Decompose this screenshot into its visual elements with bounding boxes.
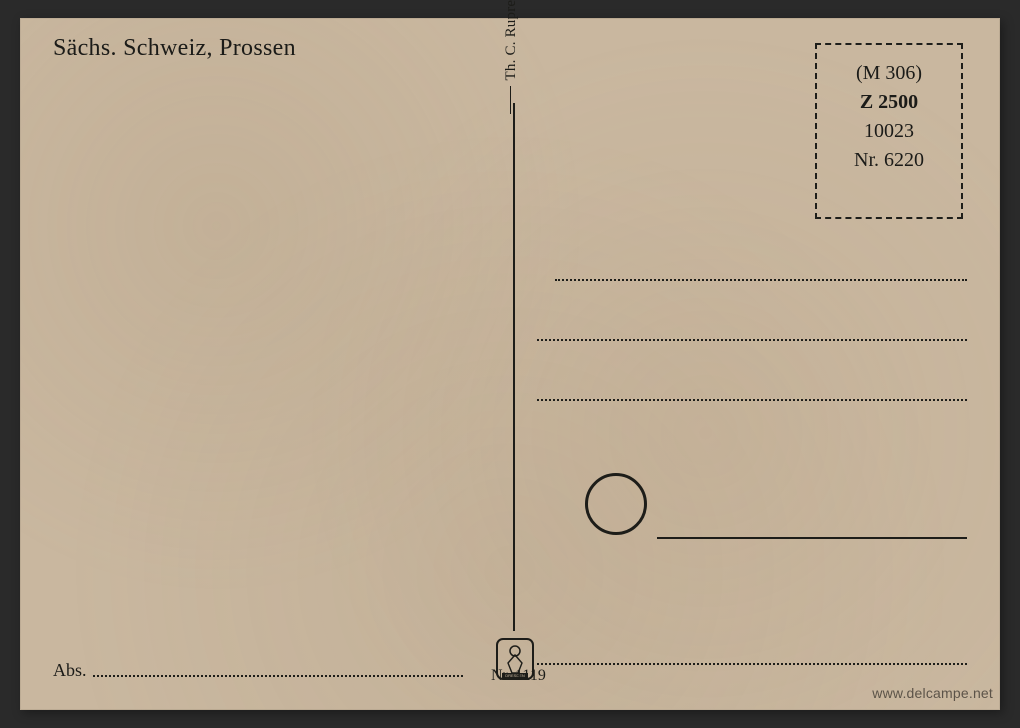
postcard-back: Sächs. Schweiz, Prossen (M 306) Z 2500 1… xyxy=(20,18,1000,710)
address-line-5 xyxy=(537,663,967,665)
stamp-line-4: Nr. 6220 xyxy=(817,146,961,175)
watermark-text: www.delcampe.net xyxy=(872,685,993,701)
address-line-3 xyxy=(537,399,967,401)
stamp-line-2: Z 2500 xyxy=(817,88,961,117)
publisher-rule-left xyxy=(510,86,511,114)
address-line-1 xyxy=(555,279,967,281)
postcard-container: Sächs. Schweiz, Prossen (M 306) Z 2500 1… xyxy=(20,18,1000,710)
center-divider xyxy=(513,103,515,631)
sender-label: Abs. xyxy=(53,660,87,681)
postal-zone-circle xyxy=(585,473,647,535)
stamp-line-3: 10023 xyxy=(817,117,961,146)
stamp-line-1: (M 306) xyxy=(817,59,961,88)
card-number: Nr. 1119 xyxy=(491,667,546,685)
stamp-box: (M 306) Z 2500 10023 Nr. 6220 xyxy=(815,43,963,219)
address-line-2 xyxy=(537,339,967,341)
publisher-name: Th. C. Ruprecht, Dresden xyxy=(503,0,519,80)
sender-line xyxy=(93,675,463,677)
publisher-vertical-text: Th. C. Ruprecht, Dresden xyxy=(503,0,520,121)
address-line-city-solid xyxy=(657,537,967,539)
card-title: Sächs. Schweiz, Prossen xyxy=(53,35,296,62)
